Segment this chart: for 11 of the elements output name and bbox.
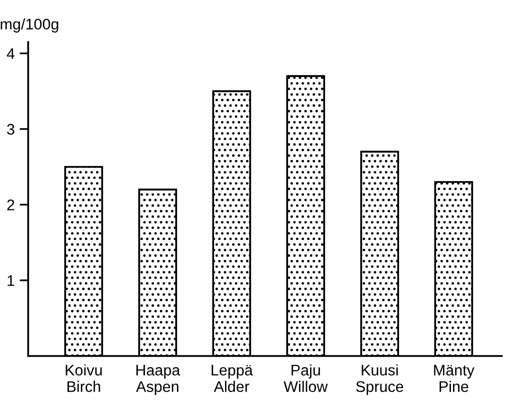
x-tick-label: Kuusi Spruce	[356, 364, 404, 396]
x-tick-label: Leppä Alder	[212, 364, 253, 392]
x-tick-label: Mänty Pine	[434, 364, 474, 392]
y-tick-label: 1	[8, 275, 14, 286]
y-tick-label: 2	[7, 200, 14, 210]
x-tick-label: Paju Willow	[284, 364, 328, 392]
x-tick-label: Haapa Aspen	[136, 364, 180, 396]
y-tick-label: 3	[7, 124, 14, 135]
x-tick-label: Koivu Birch	[66, 364, 102, 392]
y-tick-label: 4	[6, 48, 15, 59]
y-axis-title: mg/100g	[0, 18, 58, 33]
